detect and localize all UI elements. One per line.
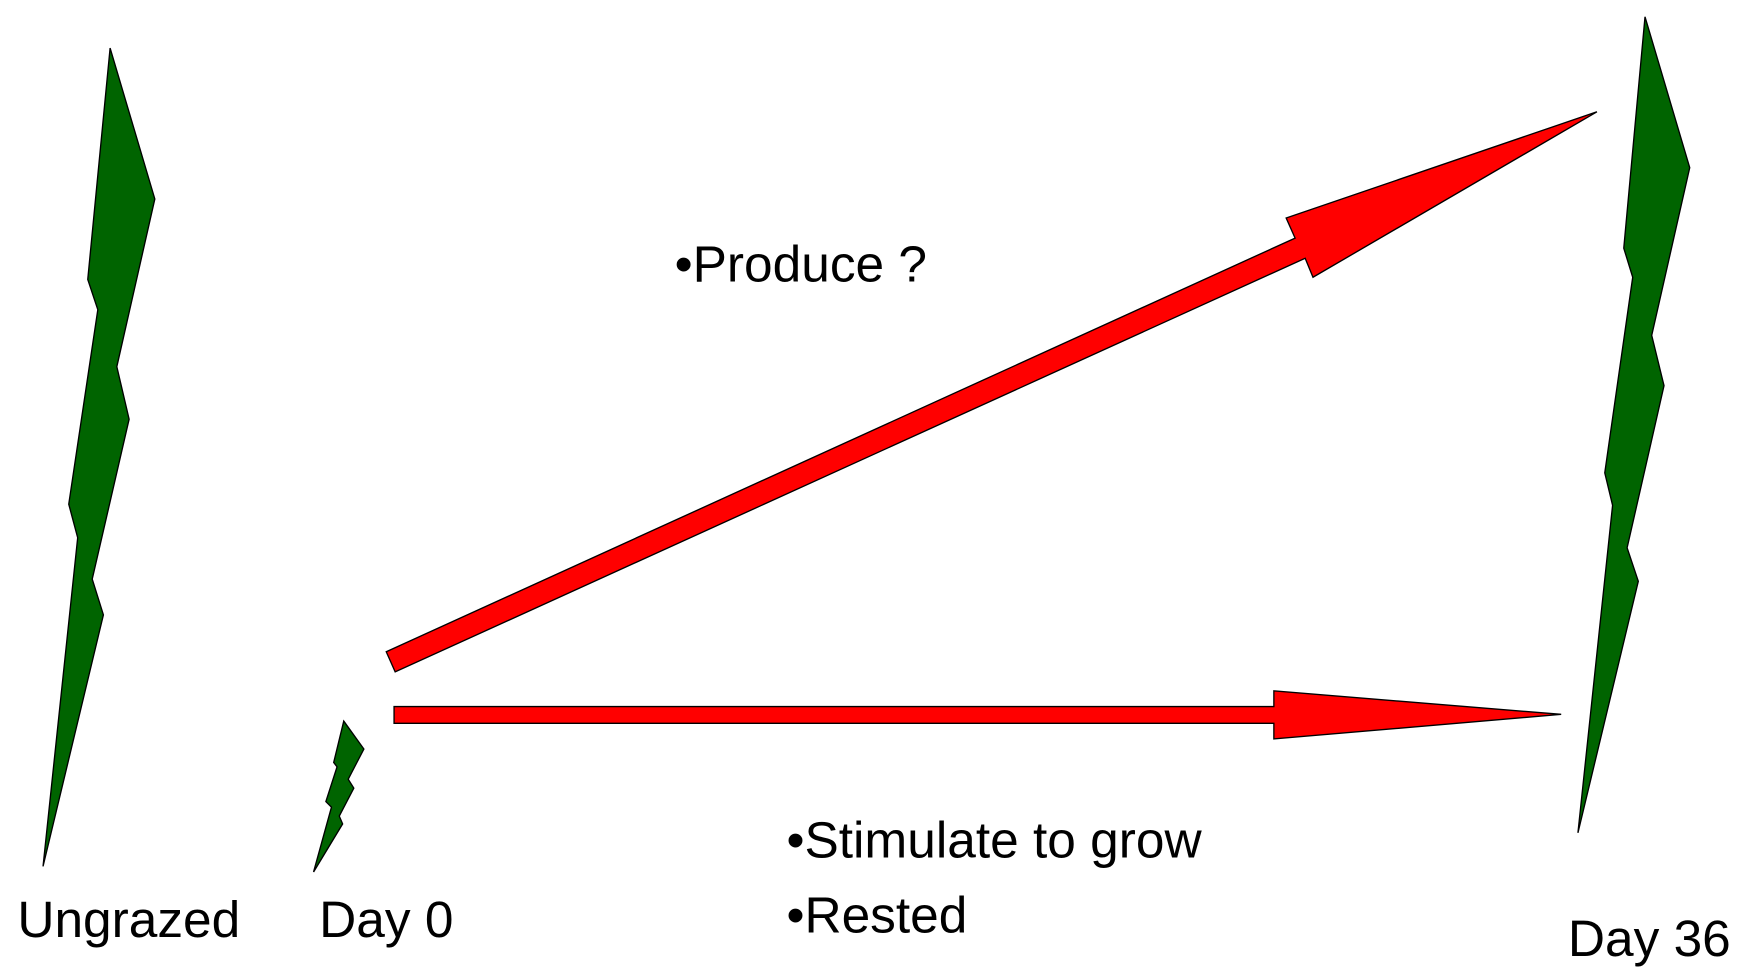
lower-note: •Rested bbox=[786, 885, 967, 943]
upper-note: •Produce ? bbox=[675, 235, 927, 293]
upper-arrow bbox=[385, 111, 1598, 673]
label-ungrazed: Ungrazed bbox=[17, 890, 240, 948]
tall-grass-right bbox=[1577, 16, 1691, 834]
lower-note: •Stimulate to grow bbox=[786, 810, 1202, 868]
tall-grass-left bbox=[42, 47, 156, 867]
short-grass bbox=[312, 719, 365, 873]
label-day0: Day 0 bbox=[319, 890, 453, 948]
label-day36: Day 36 bbox=[1568, 909, 1731, 967]
lower-arrow bbox=[393, 690, 1562, 740]
